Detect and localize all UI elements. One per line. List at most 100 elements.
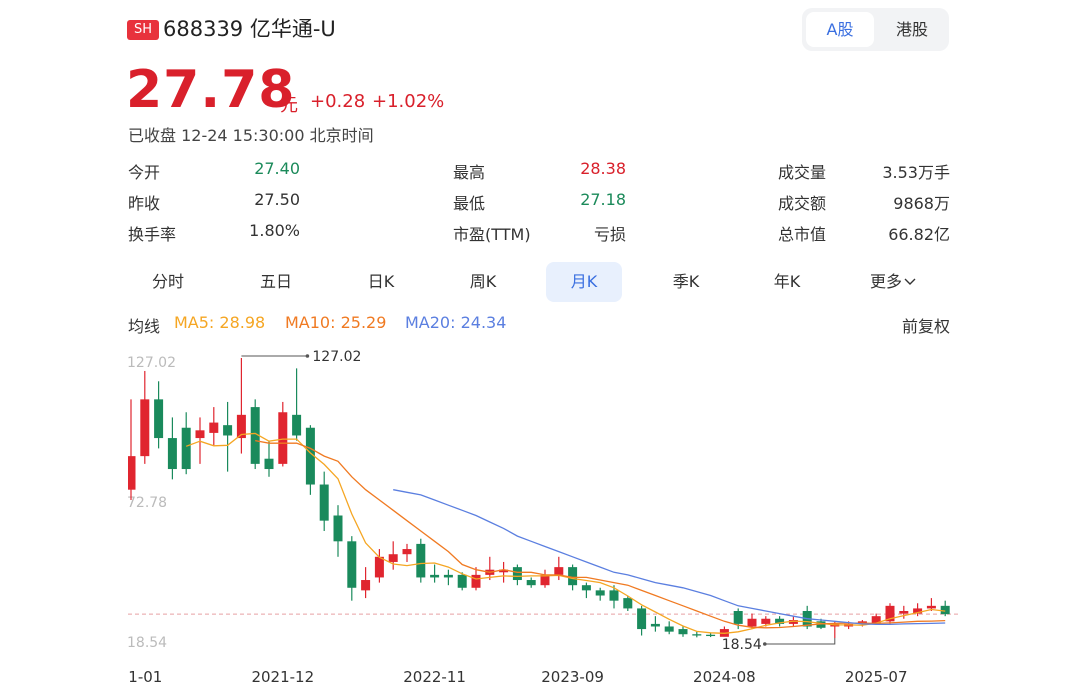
candle-body — [388, 554, 398, 562]
exchange-badge: SH — [127, 20, 159, 40]
period-tab[interactable]: 周K — [469, 272, 497, 291]
stat-label: 市盈(TTM) — [453, 225, 531, 244]
candle-body — [430, 574, 440, 578]
market-tab[interactable]: 港股 — [895, 20, 928, 39]
candle-body — [747, 618, 757, 627]
price-unit: 元 — [280, 95, 298, 116]
candle-body — [499, 569, 509, 573]
candle-body — [706, 634, 716, 637]
x-tick-label: 2024-08 — [693, 668, 756, 686]
chart: 127.02 72.78 18.54 127.02 18.54 2021-01 2021-… — [127, 349, 958, 686]
plot-area: 127.02 72.78 18.54 127.02 18.54 — [127, 349, 958, 653]
candle-body — [692, 634, 702, 636]
y-tick-label: 72.78 — [127, 495, 167, 511]
min-dot — [763, 642, 767, 646]
candle-body — [374, 556, 384, 578]
period-tab[interactable]: 年K — [773, 272, 801, 291]
candle-body — [637, 608, 647, 630]
candle-body — [581, 585, 591, 591]
period-tab[interactable]: 日K — [367, 272, 395, 291]
candle-body — [167, 438, 177, 470]
candle-body — [402, 549, 412, 555]
x-tick-label: 2025-07 — [845, 668, 908, 686]
candle-body — [154, 399, 164, 439]
candle-body — [209, 422, 219, 433]
stat-label: 今开 — [128, 163, 161, 182]
candle-body — [471, 574, 481, 588]
stat-label: 昨收 — [128, 194, 161, 213]
candle-body — [319, 484, 329, 521]
candle-body — [623, 598, 633, 609]
stat-label: 最低 — [453, 194, 486, 213]
stat-value: 亏损 — [593, 225, 626, 244]
candle-body — [609, 590, 619, 601]
stat-label: 最高 — [453, 163, 486, 182]
legend-title: 均线 — [128, 317, 161, 336]
stat-value: 27.18 — [580, 190, 626, 209]
candle-body — [899, 611, 909, 614]
ma-line — [255, 439, 946, 629]
candle-body — [664, 626, 674, 632]
candle-body — [940, 605, 950, 615]
x-tick-label: 2022-11 — [403, 668, 466, 686]
adjust-mode[interactable]: 前复权 — [901, 317, 950, 336]
stat-label: 成交额 — [778, 194, 827, 213]
period-tab[interactable]: 月K — [546, 262, 622, 302]
candle-body — [526, 580, 536, 586]
legend-entry: MA10: 25.29 — [285, 313, 387, 332]
candle-body — [140, 399, 150, 457]
candle-body — [264, 458, 274, 470]
stat-label: 成交量 — [778, 163, 827, 182]
candle-body — [416, 543, 426, 578]
candle-body — [788, 620, 798, 624]
candle-body — [347, 541, 357, 588]
x-tick-label: 2021-12 — [251, 668, 314, 686]
candle-body — [540, 574, 550, 586]
legend-entry: MA20: 24.34 — [405, 313, 507, 332]
stat-value: 1.80% — [249, 221, 300, 240]
chevron-icon — [904, 278, 916, 285]
legend-entry: MA5: 28.98 — [174, 313, 266, 332]
stat-value: 3.53万手 — [882, 163, 950, 182]
y-tick-label: 127.02 — [127, 355, 176, 371]
candle-body — [775, 618, 785, 624]
candle-body — [292, 414, 302, 436]
candle-body — [650, 623, 660, 627]
period-tab[interactable]: 五日 — [259, 272, 292, 291]
min-label: 18.54 — [722, 637, 762, 653]
stat-value: 9868万 — [893, 194, 950, 213]
price-change-pct: +1.02% — [372, 91, 445, 112]
stock-title: 688339 亿华通-U — [163, 17, 336, 41]
stat-label: 换手率 — [128, 225, 177, 244]
max-dot — [305, 354, 310, 358]
candle-body — [457, 574, 467, 588]
stat-value: 27.40 — [254, 159, 300, 178]
min-leader — [764, 638, 836, 645]
price: 27.78 — [126, 60, 296, 120]
candle-body — [250, 407, 260, 464]
stat-value: 27.50 — [254, 190, 300, 209]
candle-body — [568, 567, 578, 586]
candle-body — [926, 605, 936, 609]
period-tab[interactable]: 更多 — [855, 262, 931, 302]
max-label: 127.02 — [312, 349, 361, 365]
candle-body — [913, 608, 923, 614]
candle-body — [595, 590, 605, 596]
stat-label: 总市值 — [778, 225, 827, 244]
candle-body — [278, 412, 288, 464]
stat-value: 28.38 — [580, 159, 626, 178]
candle-body — [733, 611, 743, 624]
market-tab[interactable]: A股 — [806, 12, 874, 47]
candle-body — [361, 580, 371, 591]
candle-body — [443, 574, 453, 578]
candle-body — [223, 425, 233, 436]
ma-line — [393, 489, 946, 626]
period-tab[interactable]: 分时 — [151, 272, 184, 291]
candle-body — [885, 605, 895, 622]
period-tab[interactable]: 季K — [672, 272, 700, 291]
candle-body — [333, 515, 343, 542]
ma-line — [185, 432, 946, 634]
candle-body — [128, 456, 136, 490]
market-tabs: A股 港股 — [802, 8, 949, 51]
